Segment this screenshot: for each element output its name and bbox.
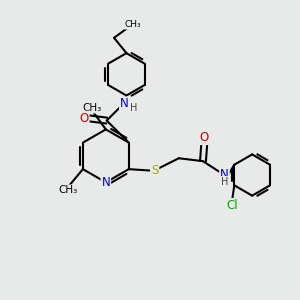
Text: CH₃: CH₃ bbox=[124, 20, 141, 29]
Text: O: O bbox=[80, 112, 89, 125]
Text: N: N bbox=[220, 168, 229, 181]
Text: CH₃: CH₃ bbox=[82, 103, 102, 112]
Text: CH₃: CH₃ bbox=[58, 185, 78, 195]
Text: O: O bbox=[200, 131, 209, 144]
Text: N: N bbox=[101, 176, 110, 189]
Text: H: H bbox=[221, 177, 228, 187]
Text: N: N bbox=[120, 97, 129, 110]
Text: Cl: Cl bbox=[226, 199, 238, 212]
Text: H: H bbox=[130, 103, 137, 112]
Text: S: S bbox=[151, 164, 158, 177]
